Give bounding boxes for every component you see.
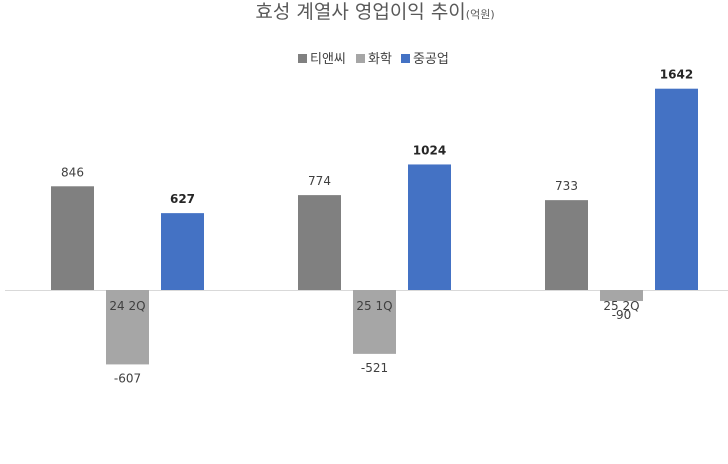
data-label: 774 xyxy=(308,174,331,188)
category-label: 24 2Q xyxy=(109,299,145,313)
data-label: 1642 xyxy=(660,68,693,82)
legend-swatch xyxy=(401,54,410,63)
bar xyxy=(51,186,94,290)
legend-swatch xyxy=(298,54,307,63)
bars xyxy=(51,88,698,365)
category-label: 25 2Q xyxy=(603,299,639,313)
legend-label: 중공업 xyxy=(413,52,449,67)
legend-swatch xyxy=(356,54,365,63)
data-label: -90 xyxy=(612,308,632,322)
bar xyxy=(298,195,341,290)
bar xyxy=(655,88,698,291)
legend: 티앤씨 화학 중공업 xyxy=(298,52,449,67)
data-labels: 846 -607 627 774 -521 1024 733 -90 1642 xyxy=(61,68,693,386)
bar xyxy=(600,290,643,302)
data-label: 1024 xyxy=(413,143,446,157)
data-label: -521 xyxy=(361,361,388,375)
category-labels: 24 2Q 25 1Q 25 2Q xyxy=(109,299,639,313)
data-label: 627 xyxy=(170,192,195,206)
bar xyxy=(106,290,149,365)
bar xyxy=(161,213,204,290)
bar xyxy=(353,290,396,354)
data-label: 733 xyxy=(555,179,578,193)
legend-label: 티앤씨 xyxy=(310,52,346,67)
data-label: -607 xyxy=(114,371,141,385)
chart-title-main: 효성 계열사 영업이익 추이 xyxy=(255,1,465,23)
chart-title: 효성 계열사 영업이익 추이(억원) xyxy=(255,1,494,23)
bar xyxy=(408,164,451,290)
bar xyxy=(545,200,588,290)
chart-title-unit: (억원) xyxy=(466,8,495,21)
category-label: 25 1Q xyxy=(356,299,392,313)
legend-label: 화학 xyxy=(368,52,392,67)
data-label: 846 xyxy=(61,165,84,179)
